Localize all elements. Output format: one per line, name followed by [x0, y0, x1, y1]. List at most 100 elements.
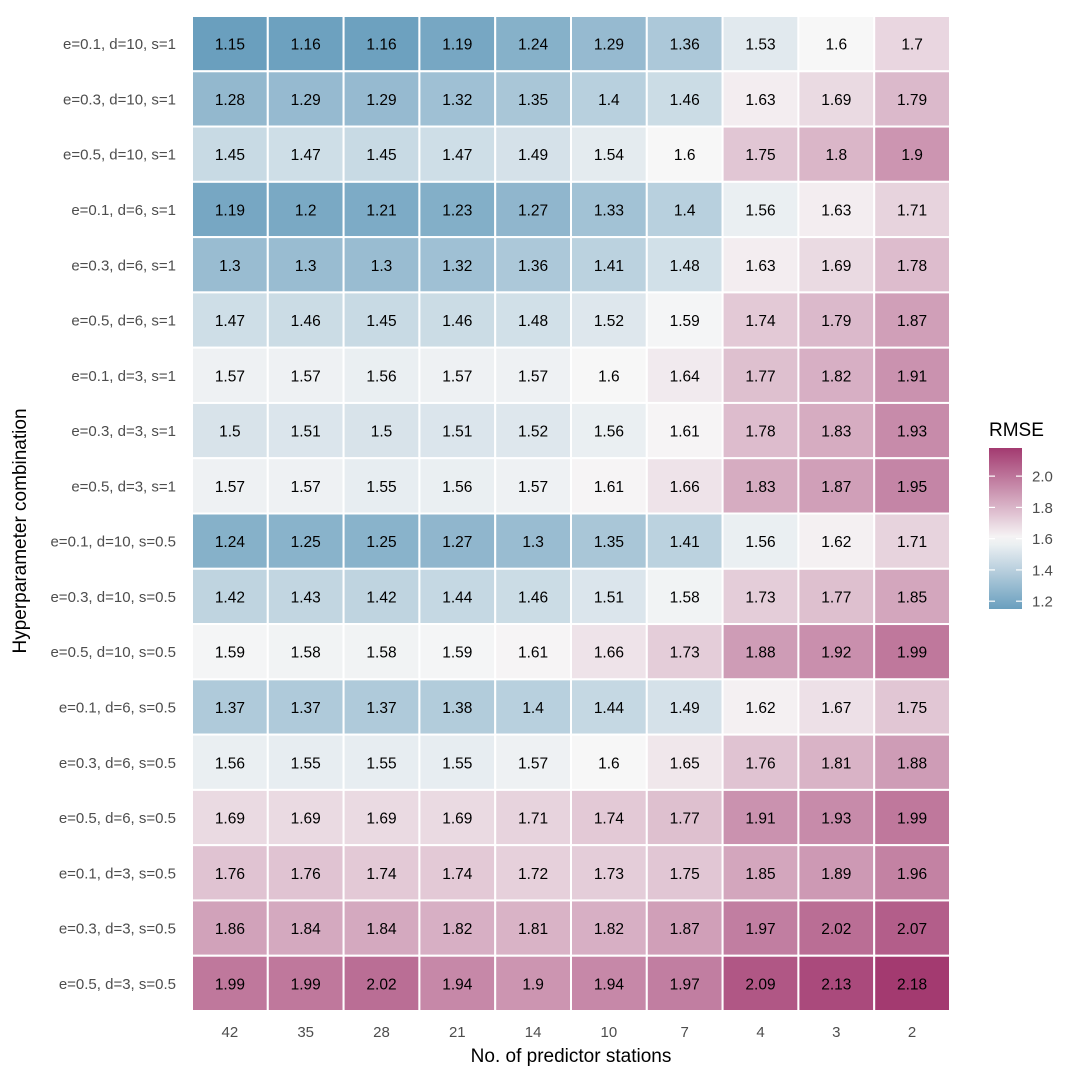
cell-value-label: 1.74 — [594, 811, 625, 828]
x-tick-label: 10 — [601, 1024, 618, 1041]
cell-value-label: 1.82 — [442, 921, 472, 938]
cell-value-label: 1.57 — [291, 368, 321, 385]
cell-value-label: 2.07 — [897, 921, 927, 938]
cell-value-label: 1.63 — [745, 92, 775, 109]
cell-value-label: 1.78 — [745, 424, 775, 441]
heatmap-cell — [721, 954, 800, 1013]
cell-value-label: 1.33 — [594, 202, 624, 219]
legend-tick-label: 1.6 — [1032, 531, 1053, 548]
cell-value-label: 1.29 — [594, 37, 624, 54]
cell-value-label: 1.93 — [821, 811, 851, 828]
x-axis-tick-labels: 42 35 28 21 14 10 7 4 3 2 — [222, 1024, 917, 1041]
heatmap-cell — [266, 623, 345, 681]
cell-value-label: 1.48 — [518, 313, 548, 330]
heatmap-cell — [191, 291, 269, 349]
cell-value-label: 1.45 — [366, 147, 396, 164]
heatmap-cell — [645, 180, 724, 239]
heatmap-cell — [191, 733, 269, 791]
cell-value-label: 1.61 — [670, 424, 700, 441]
cell-value-label: 1.66 — [594, 645, 624, 662]
x-tick-label: 21 — [449, 1024, 466, 1041]
cell-value-label: 1.75 — [897, 700, 927, 717]
cell-value-label: 1.53 — [745, 37, 775, 54]
cell-value-label: 1.55 — [291, 755, 321, 772]
cell-value-label: 1.66 — [670, 479, 700, 496]
heatmap-cell — [797, 70, 876, 128]
y-tick-label: e=0.1, d=6, s=1 — [71, 202, 176, 219]
cell-value-label: 1.57 — [518, 479, 548, 496]
heatmap-cell — [721, 346, 800, 404]
cell-value-label: 1.7 — [901, 37, 923, 54]
heatmap-cell — [797, 788, 876, 847]
heatmap-cell — [191, 15, 269, 73]
heatmap-cell — [570, 512, 648, 570]
cell-value-label: 1.99 — [897, 811, 927, 828]
cell-value-label: 1.77 — [745, 368, 775, 385]
heatmap-cell — [570, 678, 648, 736]
heatmap-cell — [494, 291, 573, 349]
heatmap-cell — [342, 954, 421, 1013]
cell-value-label: 1.36 — [518, 258, 548, 275]
cell-value-label: 1.49 — [518, 147, 548, 164]
cell-value-label: 2.02 — [821, 921, 851, 938]
heatmap-cell — [645, 346, 724, 404]
cell-value-label: 1.32 — [442, 92, 472, 109]
cell-value-label: 1.46 — [442, 313, 472, 330]
heatmap-cell — [645, 457, 724, 515]
heatmap-cell — [797, 125, 876, 183]
cell-value-label: 1.73 — [745, 589, 775, 606]
heatmap-cell — [494, 623, 573, 681]
cell-value-label: 1.56 — [594, 424, 624, 441]
cell-value-label: 1.92 — [821, 645, 851, 662]
heatmap-cell — [191, 844, 269, 902]
x-axis-title: No. of predictor stations — [471, 1046, 672, 1067]
cell-value-label: 1.94 — [594, 976, 625, 993]
y-tick-label: e=0.5, d=6, s=1 — [71, 313, 176, 330]
cell-value-label: 1.51 — [442, 424, 472, 441]
cell-value-label: 1.4 — [674, 202, 696, 219]
cell-value-label: 2.09 — [745, 976, 775, 993]
heatmap-cell — [494, 512, 573, 570]
heatmap-cell — [873, 457, 952, 515]
cell-value-label: 1.2 — [295, 202, 317, 219]
cell-value-label: 1.46 — [291, 313, 321, 330]
cell-value-label: 1.35 — [518, 92, 548, 109]
heatmap-cell — [873, 844, 952, 902]
heatmap-cell — [797, 733, 876, 791]
cell-value-label: 1.64 — [670, 368, 701, 385]
cell-value-label: 1.57 — [518, 755, 548, 772]
cell-value-label: 1.47 — [291, 147, 321, 164]
cell-value-label: 1.58 — [670, 589, 700, 606]
cell-value-label: 1.55 — [366, 479, 396, 496]
heatmap-cell — [873, 70, 952, 128]
cell-value-label: 1.91 — [745, 811, 775, 828]
cell-value-label: 1.37 — [291, 700, 321, 717]
heatmap-cell — [645, 125, 724, 183]
cell-value-label: 1.41 — [594, 258, 624, 275]
cell-value-label: 1.3 — [295, 258, 317, 275]
cell-value-label: 1.65 — [670, 755, 700, 772]
heatmap-cell — [570, 15, 648, 73]
cell-value-label: 1.6 — [826, 37, 848, 54]
y-axis-tick-labels: e=0.1, d=10, s=1 e=0.3, d=10, s=1 e=0.5, d… — [50, 36, 176, 993]
heatmap-cell — [797, 346, 876, 404]
cell-value-label: 1.82 — [821, 368, 851, 385]
heatmap-cell — [721, 899, 800, 957]
heatmap-cell — [873, 623, 952, 681]
y-tick-label: e=0.3, d=3, s=1 — [71, 423, 176, 440]
heatmap-cell — [873, 512, 952, 570]
x-tick-label: 7 — [681, 1024, 689, 1041]
legend-tick-label: 1.2 — [1032, 594, 1053, 611]
heatmap-cell — [873, 954, 952, 1013]
cell-value-label: 1.21 — [366, 202, 396, 219]
cell-value-label: 1.52 — [594, 313, 624, 330]
y-tick-label: e=0.1, d=10, s=1 — [63, 36, 176, 53]
cell-value-label: 1.47 — [442, 147, 472, 164]
cell-value-label: 1.78 — [897, 258, 927, 275]
heatmap-cell — [797, 457, 876, 515]
heatmap-cell — [570, 623, 648, 681]
heatmap-cell — [645, 678, 724, 736]
heatmap-cell — [266, 125, 345, 183]
heatmap-cell — [266, 733, 345, 791]
